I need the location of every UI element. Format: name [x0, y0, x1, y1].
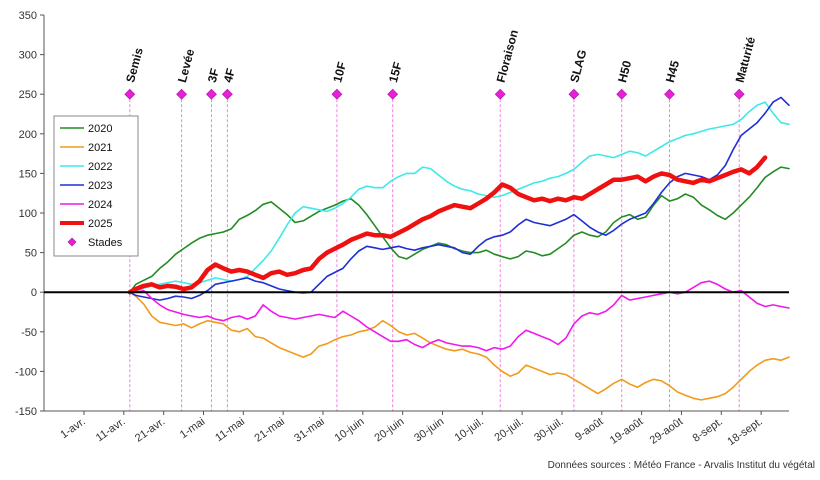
y-tick-label: 350 [19, 10, 37, 22]
series-lines [127, 96, 790, 401]
stage-label: 15F [386, 60, 405, 84]
series-line-2025 [127, 155, 768, 295]
legend-label-stades: Stades [88, 237, 123, 249]
legend-label-2020: 2020 [88, 123, 112, 135]
x-tick-label: 29-août [648, 416, 685, 447]
stage-label: H50 [615, 59, 634, 84]
legend-label-2023: 2023 [88, 180, 112, 192]
series-line-2021 [129, 291, 790, 401]
x-tick-label: 10-juin [333, 416, 367, 445]
x-tick-label: 20-juil. [492, 416, 525, 444]
stage-label: H45 [663, 59, 682, 84]
x-tick-label: 1-avr. [58, 416, 87, 442]
legend-box [53, 115, 139, 257]
stage-marker [387, 88, 399, 100]
stage-label: 10F [330, 60, 349, 84]
x-tick-label: 19-août [608, 416, 645, 447]
x-tick-label: 11-avr. [94, 416, 128, 445]
y-tick-label: -100 [15, 366, 37, 378]
series-line-2023 [129, 96, 790, 301]
stage-marker [221, 88, 233, 100]
stage-label: 3F [205, 67, 222, 84]
x-tick-label: 11-mai [213, 416, 247, 445]
y-tick-label: -50 [21, 327, 37, 339]
legend: 2020 2021 2022 2023 2024 2025 Stades [53, 115, 139, 257]
x-tick-label: 20-juin [372, 416, 406, 445]
stage-marker [206, 88, 217, 100]
y-tick-label: 100 [19, 208, 37, 220]
source-note: Données sources : Météo France - Arvalis… [547, 460, 815, 471]
stage-markers [124, 88, 745, 100]
stage-marker [176, 88, 188, 100]
x-tick-label: 10-juil. [453, 416, 486, 444]
x-tick-label: 31-mai [292, 416, 326, 445]
legend-label-2024: 2024 [88, 199, 112, 211]
x-tick-label: 21-avr. [133, 416, 167, 445]
stage-label: 4F [221, 67, 238, 84]
y-tick-label: -150 [15, 406, 37, 418]
stage-marker [124, 88, 136, 100]
stage-marker [664, 88, 675, 100]
y-tick-label: 200 [19, 129, 37, 141]
stage-marker [616, 88, 628, 100]
y-tick-label: 0 [31, 287, 37, 299]
y-axis: -150 -100 -50 0 50 100 150 200 250 300 350 [15, 10, 45, 418]
x-tick-label: 30-juil. [532, 416, 565, 444]
stage-marker [568, 88, 580, 100]
x-tick-label: 21-mai [252, 416, 286, 445]
x-tick-label: 18-sept. [725, 416, 764, 449]
stage-marker [733, 88, 745, 100]
legend-label-2021: 2021 [88, 142, 112, 154]
y-tick-label: 300 [19, 50, 37, 62]
x-tick-label: 30-juin [412, 416, 446, 445]
x-tick-label: 1-mai [178, 416, 207, 442]
y-tick-label: 250 [19, 89, 37, 101]
series-line-2024 [129, 280, 790, 352]
legend-label-2022: 2022 [88, 161, 112, 173]
legend-swatch-stades [67, 237, 77, 247]
y-tick-label: 50 [25, 248, 37, 260]
x-tick-label: 8-sept. [691, 416, 725, 445]
y-tick-label: 150 [19, 168, 37, 180]
stage-marker [331, 88, 343, 100]
x-tick-label: 9-août [573, 416, 605, 444]
stage-marker [494, 88, 506, 100]
x-axis: 1-avr. 11-avr. 21-avr. 1-mai 11-mai 21-mai 31-… [44, 410, 789, 449]
legend-label-2025: 2025 [88, 218, 112, 230]
